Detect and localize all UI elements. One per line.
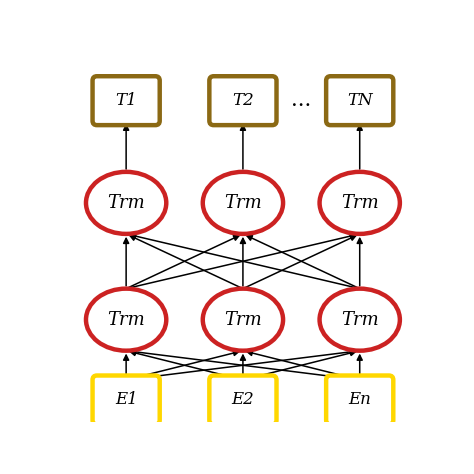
FancyBboxPatch shape [210, 375, 276, 424]
FancyBboxPatch shape [326, 76, 393, 125]
FancyBboxPatch shape [210, 76, 276, 125]
FancyBboxPatch shape [326, 375, 393, 424]
Text: Trm: Trm [224, 310, 262, 328]
Text: Trm: Trm [224, 194, 262, 212]
Text: ...: ... [291, 91, 311, 110]
Text: TN: TN [347, 92, 373, 109]
Ellipse shape [203, 289, 283, 351]
Ellipse shape [86, 172, 166, 234]
Text: T2: T2 [232, 92, 254, 109]
Ellipse shape [319, 172, 400, 234]
Text: E1: E1 [115, 392, 137, 409]
Text: E2: E2 [232, 392, 254, 409]
Text: En: En [348, 392, 371, 409]
Text: Trm: Trm [341, 194, 379, 212]
Ellipse shape [319, 289, 400, 351]
Text: T1: T1 [115, 92, 137, 109]
Text: Trm: Trm [107, 310, 145, 328]
Text: Trm: Trm [341, 310, 379, 328]
FancyBboxPatch shape [92, 76, 160, 125]
Text: Trm: Trm [107, 194, 145, 212]
FancyBboxPatch shape [92, 375, 160, 424]
Ellipse shape [203, 172, 283, 234]
Ellipse shape [86, 289, 166, 351]
